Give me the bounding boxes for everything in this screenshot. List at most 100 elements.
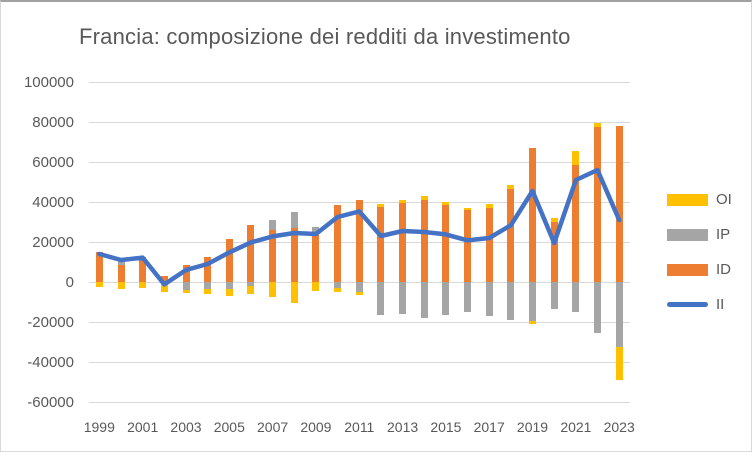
legend-item-id[interactable]: ID — [667, 261, 732, 278]
bar-segment-id[interactable] — [550, 221, 558, 282]
bar-segment-id[interactable] — [615, 126, 623, 282]
bar-segment-ip[interactable] — [464, 282, 472, 312]
bar-segment-ip[interactable] — [117, 259, 125, 266]
bar-segment-oi[interactable] — [334, 288, 342, 293]
bar-segment-id[interactable] — [594, 127, 601, 282]
bar-segment-ip[interactable] — [225, 282, 233, 289]
bar-segment-id[interactable] — [399, 203, 407, 282]
bar-segment-id[interactable] — [117, 265, 125, 282]
x-tick-label: 2013 — [387, 419, 419, 435]
gridline — [88, 82, 630, 83]
legend-swatch-ii — [667, 302, 708, 307]
bar-segment-id[interactable] — [225, 239, 233, 282]
bar-segment-oi[interactable] — [420, 196, 428, 200]
bar-segment-id[interactable] — [420, 199, 428, 282]
bar-segment-id[interactable] — [355, 200, 363, 282]
legend-item-ii[interactable]: II — [667, 296, 732, 313]
bar-segment-oi[interactable] — [355, 292, 363, 295]
gridline — [88, 322, 630, 323]
bar-segment-oi[interactable] — [572, 150, 580, 166]
gridline — [88, 162, 630, 163]
bar-segment-oi[interactable] — [160, 282, 168, 292]
bar-segment-oi[interactable] — [290, 282, 298, 303]
bar-segment-id[interactable] — [377, 206, 385, 282]
x-tick-label: 2015 — [430, 419, 462, 435]
bar-segment-ip[interactable] — [485, 282, 493, 317]
bar-segment-ip[interactable] — [399, 282, 407, 314]
bar-segment-oi[interactable] — [139, 282, 147, 288]
bar-segment-id[interactable] — [204, 257, 212, 282]
x-tick-label: 2021 — [560, 419, 592, 435]
legend-label-id: ID — [716, 261, 731, 278]
bar-segment-id[interactable] — [182, 265, 190, 282]
bar-segment-oi[interactable] — [204, 289, 212, 295]
bar-segment-id[interactable] — [507, 188, 515, 282]
bar-segment-ip[interactable] — [615, 282, 623, 347]
bar-segment-oi[interactable] — [312, 282, 320, 292]
y-tick-label: -40000 — [27, 353, 74, 371]
bar-segment-ip[interactable] — [204, 282, 212, 290]
bar-segment-id[interactable] — [485, 207, 493, 282]
bar-segment-oi[interactable] — [529, 321, 536, 324]
bar-segment-ip[interactable] — [312, 227, 320, 232]
gridline — [88, 362, 630, 363]
bar-segment-id[interactable] — [269, 230, 277, 282]
legend-swatch-ip — [667, 228, 708, 241]
bar-segment-oi[interactable] — [117, 282, 125, 290]
bar-segment-id[interactable] — [139, 257, 147, 282]
bar-segment-ip[interactable] — [442, 282, 450, 315]
bar-segment-id[interactable] — [334, 204, 342, 282]
bar-segment-oi[interactable] — [507, 184, 515, 189]
legend-label-ii: II — [716, 296, 725, 313]
bar-segment-ip[interactable] — [420, 282, 428, 318]
bar-segment-oi[interactable] — [615, 346, 623, 381]
y-tick-label: 0 — [65, 273, 74, 291]
bar-segment-oi[interactable] — [247, 286, 255, 294]
legend-swatch-id — [667, 263, 708, 276]
bar-segment-id[interactable] — [464, 210, 472, 282]
bar-segment-ip[interactable] — [355, 282, 363, 292]
bar-segment-ip[interactable] — [182, 282, 190, 291]
legend-item-oi[interactable]: OI — [667, 191, 732, 208]
bar-segment-oi[interactable] — [464, 207, 472, 211]
bar-segment-id[interactable] — [442, 205, 450, 282]
legend-label-ip: IP — [716, 226, 731, 243]
gridline — [88, 122, 630, 123]
bar-segment-id[interactable] — [529, 148, 536, 282]
x-tick-label: 2011 — [344, 419, 375, 435]
x-tick-label: 2009 — [300, 419, 332, 435]
bar-segment-ip[interactable] — [594, 282, 601, 333]
legend: OI IP ID II — [667, 191, 732, 313]
x-tick-label: 2019 — [516, 419, 549, 435]
bar-segment-ip[interactable] — [290, 212, 298, 228]
bar-segment-oi[interactable] — [485, 204, 493, 208]
bar-segment-ip[interactable] — [529, 282, 536, 322]
bar-segment-id[interactable] — [95, 252, 103, 282]
bar-segment-ip[interactable] — [377, 282, 385, 316]
bar-segment-oi[interactable] — [594, 122, 601, 128]
bar-segment-oi[interactable] — [269, 282, 277, 297]
bar-segment-oi[interactable] — [442, 201, 450, 206]
bar-segment-id[interactable] — [290, 228, 298, 282]
bar-segment-oi[interactable] — [399, 200, 407, 204]
legend-item-ip[interactable]: IP — [667, 226, 732, 243]
y-tick-label: 20000 — [32, 233, 74, 251]
bar-segment-id[interactable] — [312, 232, 320, 282]
bar-segment-oi[interactable] — [225, 288, 233, 297]
y-tick-label: 80000 — [32, 113, 74, 131]
bar-segment-id[interactable] — [572, 165, 580, 282]
bar-segment-ip[interactable] — [550, 282, 558, 309]
y-tick-label: 40000 — [32, 193, 74, 211]
bar-segment-ip[interactable] — [572, 282, 580, 312]
x-tick-label: 1999 — [83, 419, 115, 435]
x-tick-label: 2003 — [170, 419, 202, 435]
bar-segment-id[interactable] — [247, 224, 255, 282]
x-tick-label: 2001 — [127, 419, 159, 435]
bar-segment-oi[interactable] — [550, 217, 558, 222]
bar-segment-ip[interactable] — [269, 220, 277, 231]
bar-segment-oi[interactable] — [95, 282, 103, 288]
bar-segment-ip[interactable] — [507, 282, 515, 320]
bar-segment-oi[interactable] — [377, 203, 385, 207]
bar-segment-oi[interactable] — [182, 290, 190, 294]
